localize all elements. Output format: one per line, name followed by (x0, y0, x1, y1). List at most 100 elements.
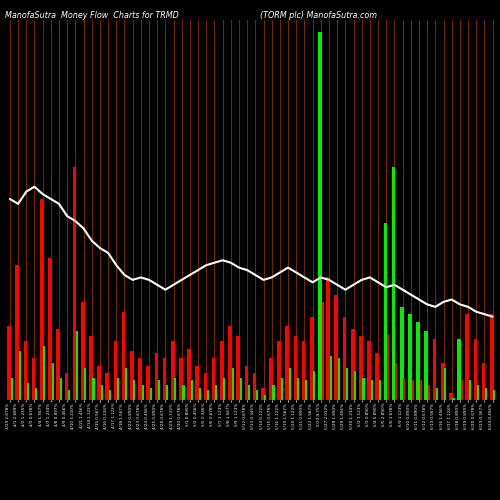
Bar (342, 316, 346, 400)
Bar (392, 167, 396, 400)
Bar (420, 380, 422, 400)
Bar (359, 336, 362, 400)
Bar (76, 332, 78, 400)
Text: (TORM plc) ManofaSutra.com: (TORM plc) ManofaSutra.com (260, 11, 377, 20)
Bar (56, 329, 60, 400)
Bar (436, 388, 438, 400)
Bar (92, 378, 94, 400)
Bar (310, 316, 314, 400)
Bar (212, 358, 216, 400)
Bar (248, 386, 250, 400)
Bar (338, 358, 340, 400)
Bar (240, 378, 242, 400)
Bar (490, 314, 494, 400)
Bar (158, 380, 160, 400)
Bar (48, 258, 52, 400)
Bar (318, 32, 322, 400)
Bar (286, 326, 289, 400)
Bar (97, 366, 101, 400)
Bar (204, 373, 208, 400)
Bar (187, 348, 191, 400)
Bar (60, 378, 62, 400)
Bar (134, 380, 136, 400)
Bar (84, 368, 86, 400)
Bar (81, 302, 84, 400)
Bar (162, 358, 166, 400)
Bar (100, 386, 102, 400)
Bar (125, 368, 128, 400)
Bar (428, 386, 430, 400)
Bar (109, 390, 111, 400)
Bar (305, 380, 307, 400)
Bar (256, 390, 258, 400)
Bar (280, 378, 282, 400)
Bar (142, 386, 144, 400)
Bar (322, 302, 324, 400)
Bar (269, 358, 272, 400)
Bar (252, 373, 256, 400)
Bar (174, 378, 176, 400)
Bar (7, 326, 11, 400)
Bar (452, 398, 454, 400)
Bar (138, 358, 142, 400)
Bar (236, 336, 240, 400)
Bar (264, 395, 266, 400)
Bar (122, 312, 126, 400)
Bar (40, 199, 43, 400)
Bar (146, 366, 150, 400)
Bar (416, 322, 420, 400)
Bar (228, 326, 232, 400)
Bar (395, 363, 397, 400)
Bar (106, 373, 109, 400)
Bar (154, 354, 158, 400)
Bar (460, 380, 462, 400)
Bar (16, 265, 19, 400)
Bar (207, 390, 209, 400)
Bar (494, 390, 496, 400)
Bar (89, 336, 92, 400)
Bar (220, 341, 224, 400)
Text: ManofaSutra  Money Flow  Charts for TRMD: ManofaSutra Money Flow Charts for TRMD (5, 11, 179, 20)
Bar (477, 386, 479, 400)
Bar (179, 358, 182, 400)
Bar (370, 380, 372, 400)
Bar (215, 386, 218, 400)
Bar (190, 380, 192, 400)
Bar (408, 314, 412, 400)
Bar (52, 363, 54, 400)
Bar (441, 363, 444, 400)
Bar (362, 378, 364, 400)
Bar (444, 368, 446, 400)
Bar (150, 388, 152, 400)
Bar (261, 388, 264, 400)
Bar (272, 386, 274, 400)
Bar (387, 334, 389, 400)
Bar (130, 351, 134, 400)
Bar (400, 307, 404, 400)
Bar (72, 167, 76, 400)
Bar (24, 341, 28, 400)
Bar (449, 392, 452, 400)
Bar (367, 341, 371, 400)
Bar (289, 368, 291, 400)
Bar (482, 363, 486, 400)
Bar (182, 386, 184, 400)
Bar (412, 380, 414, 400)
Bar (277, 341, 281, 400)
Bar (354, 370, 356, 400)
Bar (171, 341, 174, 400)
Bar (346, 368, 348, 400)
Bar (35, 388, 37, 400)
Bar (424, 332, 428, 400)
Bar (44, 346, 46, 400)
Bar (10, 378, 12, 400)
Bar (326, 278, 330, 400)
Bar (384, 224, 388, 400)
Bar (314, 370, 316, 400)
Bar (114, 341, 117, 400)
Bar (244, 366, 248, 400)
Bar (232, 368, 234, 400)
Bar (224, 378, 226, 400)
Bar (68, 390, 70, 400)
Bar (432, 338, 436, 400)
